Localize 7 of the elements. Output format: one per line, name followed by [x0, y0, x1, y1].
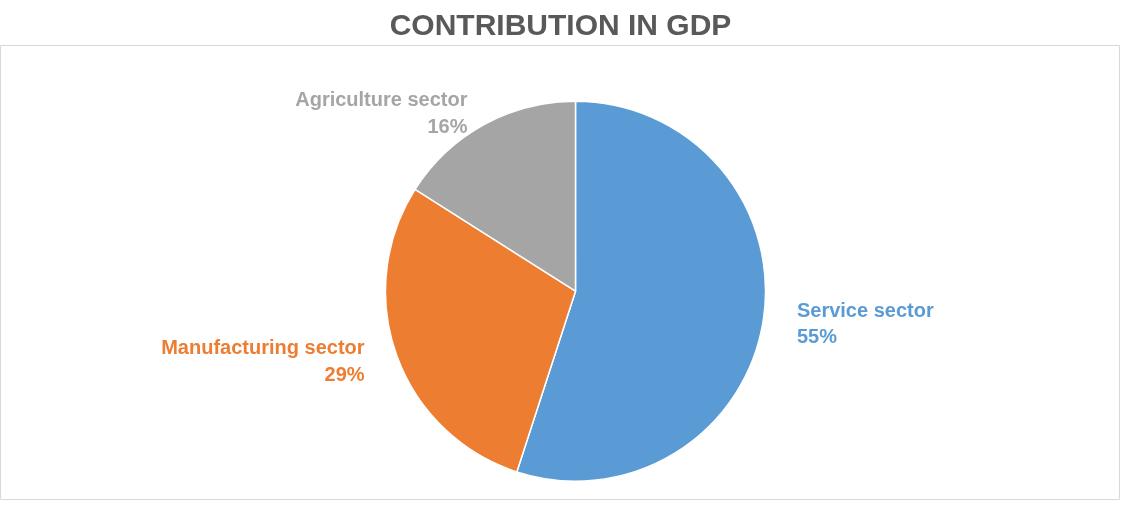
data-label: 16% [427, 114, 468, 137]
slice-label: Agriculture sector [295, 88, 468, 111]
slice-label: Service sector [796, 298, 934, 321]
data-label: 29% [324, 362, 365, 385]
chart-title: CONTRIBUTION IN GDP [389, 7, 732, 41]
data-label: 55% [796, 325, 838, 348]
slice-label: Manufacturing sector [161, 336, 365, 359]
